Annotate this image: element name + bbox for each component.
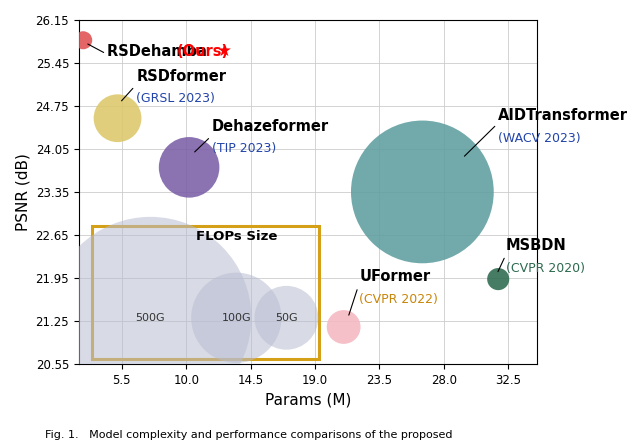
Text: (CVPR 2020): (CVPR 2020) xyxy=(506,262,585,275)
Point xyxy=(113,115,123,122)
Text: UFormer: UFormer xyxy=(360,269,431,284)
Text: Fig. 1.   Model complexity and performance comparisons of the proposed: Fig. 1. Model complexity and performance… xyxy=(45,430,452,440)
Text: (CVPR 2022): (CVPR 2022) xyxy=(360,293,438,305)
Text: RSDehamba: RSDehamba xyxy=(107,44,212,59)
Text: 50G: 50G xyxy=(275,313,298,323)
Point xyxy=(78,37,88,44)
Text: FLOPs Size: FLOPs Size xyxy=(196,230,277,243)
Text: RSDformer: RSDformer xyxy=(136,69,226,84)
Point xyxy=(339,324,349,331)
Text: MSBDN: MSBDN xyxy=(506,238,567,253)
Text: (WACV 2023): (WACV 2023) xyxy=(498,132,581,145)
Point xyxy=(417,188,428,195)
Text: ★: ★ xyxy=(217,42,232,60)
Text: (TIP 2023): (TIP 2023) xyxy=(212,142,276,155)
Text: 100G: 100G xyxy=(221,313,251,323)
Y-axis label: PSNR (dB): PSNR (dB) xyxy=(15,153,30,231)
Text: AIDTransformer: AIDTransformer xyxy=(498,108,628,123)
Point xyxy=(145,314,156,321)
Text: (GRSL 2023): (GRSL 2023) xyxy=(136,92,215,105)
Point xyxy=(231,314,241,321)
Point xyxy=(184,164,194,171)
Point xyxy=(493,275,503,282)
Text: (Ours): (Ours) xyxy=(177,44,229,59)
Text: 500G: 500G xyxy=(136,313,165,323)
Text: Dehazeformer: Dehazeformer xyxy=(212,118,329,133)
Point xyxy=(282,314,292,321)
X-axis label: Params (M): Params (M) xyxy=(265,392,351,407)
